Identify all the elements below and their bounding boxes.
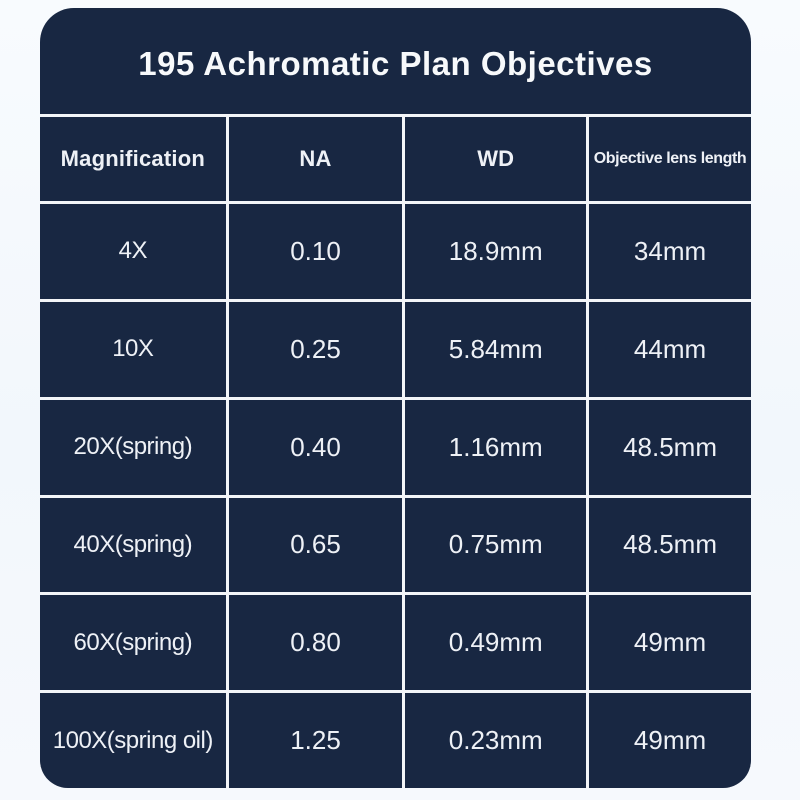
- table-cell: 0.65: [228, 497, 403, 593]
- table-cell: 100X(spring oil): [40, 693, 226, 788]
- table-cell: 48.5mm: [589, 497, 751, 593]
- table-cell: 60X(spring): [40, 595, 226, 691]
- table-cell: 20X(spring): [40, 399, 226, 495]
- table-cell: 0.80: [228, 595, 403, 691]
- table-cell: 1.25: [228, 693, 403, 788]
- header-cell: Magnification: [40, 117, 226, 201]
- table-cell: 40X(spring): [40, 497, 226, 593]
- page-title: 195 Achromatic Plan Objectives: [138, 45, 653, 82]
- table-cell: 0.40: [228, 399, 403, 495]
- table-cell: 44mm: [589, 301, 751, 397]
- spec-card: 195 Achromatic Plan Objectives Magnifica…: [40, 8, 751, 788]
- table-cell: 0.10: [228, 204, 403, 299]
- table-cell: 48.5mm: [589, 399, 751, 495]
- table-cell: 4X: [40, 204, 226, 299]
- table-cell: 0.25: [228, 301, 403, 397]
- spec-table: Magnification NA WD Objective lens length 4X…: [40, 114, 751, 788]
- table-cell: 5.84mm: [405, 301, 587, 397]
- table-cell: 34mm: [589, 204, 751, 299]
- table-cell: 18.9mm: [405, 204, 587, 299]
- table-cell: 0.49mm: [405, 595, 587, 691]
- header-cell: WD: [405, 117, 587, 201]
- table-cell: 1.16mm: [405, 399, 587, 495]
- header-cell: NA: [228, 117, 403, 201]
- table-cell: 0.75mm: [405, 497, 587, 593]
- table-cell: 49mm: [589, 693, 751, 788]
- table-cell: 49mm: [589, 595, 751, 691]
- table-cell: 0.23mm: [405, 693, 587, 788]
- table-cell: 10X: [40, 301, 226, 397]
- card-title-bar: 195 Achromatic Plan Objectives: [40, 8, 751, 114]
- header-cell: Objective lens length: [589, 117, 751, 201]
